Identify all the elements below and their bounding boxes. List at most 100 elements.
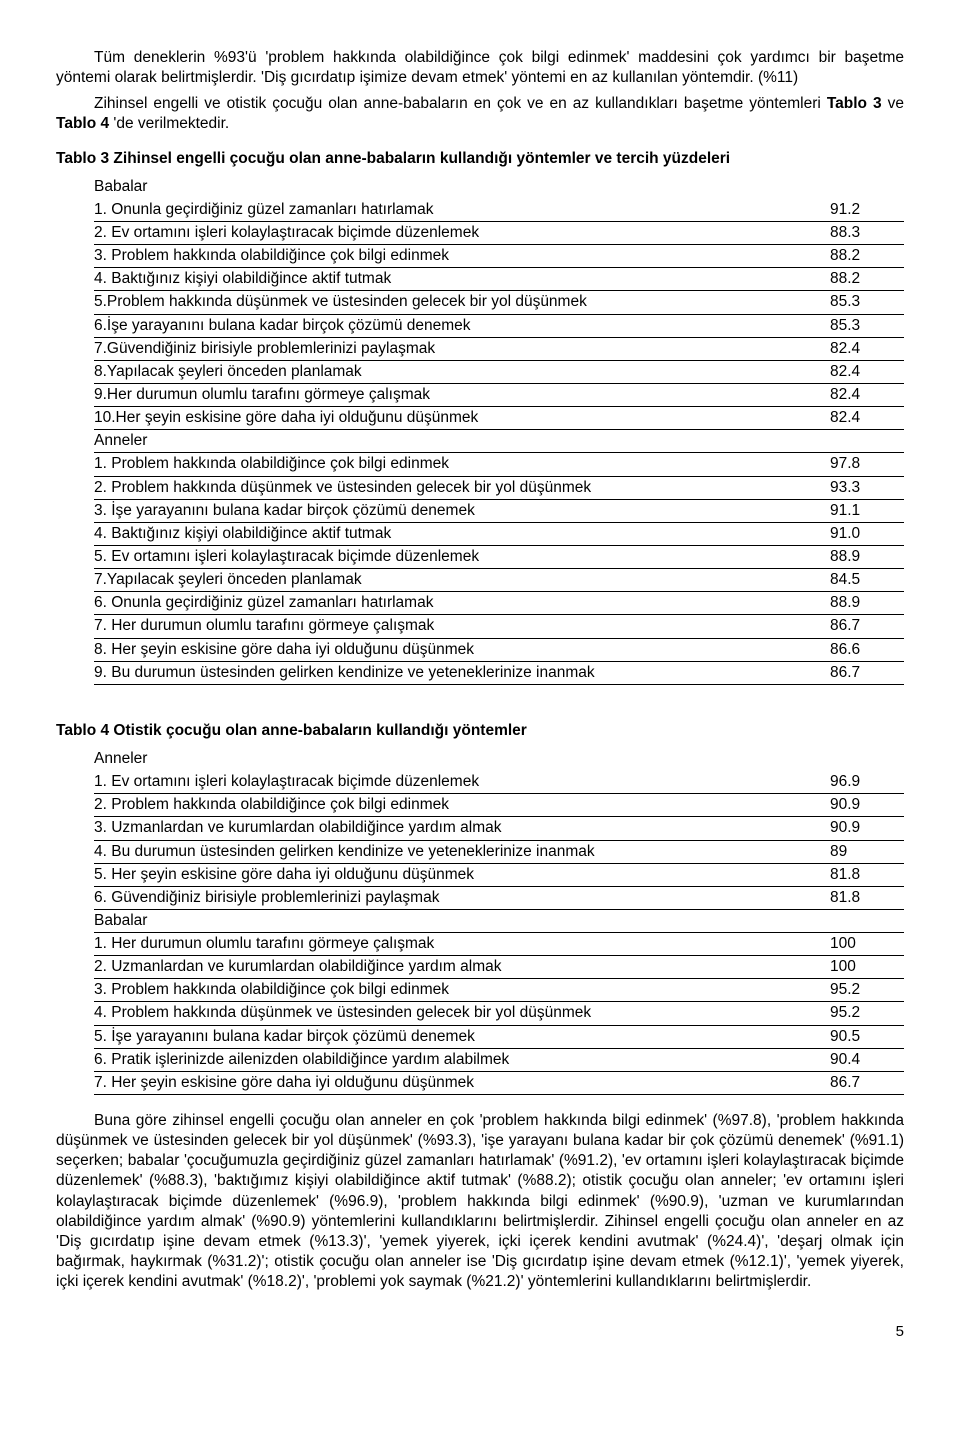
group-header-row: Babalar [94,909,904,932]
row-label: 9.Her durumun olumlu tarafını görmeye ça… [94,383,830,406]
table-row: 1. Ev ortamını işleri kolaylaştıracak bi… [94,771,904,794]
row-value: 100 [830,956,904,979]
table-row: 3. İşe yarayanını bulana kadar birçok çö… [94,499,904,522]
row-value: 84.5 [830,569,904,592]
row-label: 4. Bu durumun üstesinden gelirken kendin… [94,840,830,863]
table-row: 5. Ev ortamını işleri kolaylaştıracak bi… [94,545,904,568]
row-value: 96.9 [830,771,904,794]
row-label: 2. Uzmanlardan ve kurumlardan olabildiği… [94,956,830,979]
intro-p2-mid: ve [882,95,904,112]
table3-group1-label: Babalar [94,177,904,197]
table-row: 9. Bu durumun üstesinden gelirken kendin… [94,661,904,684]
row-label: 2. Problem hakkında düşünmek ve üstesind… [94,476,830,499]
row-label: 5. İşe yarayanını bulana kadar birçok çö… [94,1025,830,1048]
row-label: 6. Pratik işlerinizde ailenizden olabild… [94,1048,830,1071]
table-row: 1. Onunla geçirdiğiniz güzel zamanları h… [94,199,904,222]
row-label: 1. Her durumun olumlu tarafını görmeye ç… [94,933,830,956]
table-row: 7. Her durumun olumlu tarafını görmeye ç… [94,615,904,638]
table3-title: Tablo 3 Zihinsel engelli çocuğu olan ann… [56,149,904,169]
row-label: 6. Güvendiğiniz birisiyle problemleriniz… [94,886,830,909]
table-row: 10.Her şeyin eskisine göre daha iyi oldu… [94,407,904,430]
table-row: 9.Her durumun olumlu tarafını görmeye ça… [94,383,904,406]
conclusion-paragraph: Buna göre zihinsel engelli çocuğu olan a… [56,1111,904,1292]
row-label: 3. İşe yarayanını bulana kadar birçok çö… [94,499,830,522]
intro-paragraph-2: Zihinsel engelli ve otistik çocuğu olan … [56,94,904,134]
table-row: 2. Ev ortamını işleri kolaylaştıracak bi… [94,221,904,244]
row-value: 82.4 [830,383,904,406]
row-label: 7.Güvendiğiniz birisiyle problemlerinizi… [94,337,830,360]
table-row: 1. Her durumun olumlu tarafını görmeye ç… [94,933,904,956]
table-row: 7. Her şeyin eskisine göre daha iyi oldu… [94,1071,904,1094]
row-value: 86.7 [830,1071,904,1094]
row-label: 3. Uzmanlardan ve kurumlardan olabildiği… [94,817,830,840]
row-label: 5. Ev ortamını işleri kolaylaştıracak bi… [94,545,830,568]
row-label: 7. Her durumun olumlu tarafını görmeye ç… [94,615,830,638]
row-value: 89 [830,840,904,863]
table-row: 2. Problem hakkında olabildiğince çok bi… [94,794,904,817]
row-value: 86.7 [830,661,904,684]
row-value: 95.2 [830,979,904,1002]
row-value: 88.2 [830,268,904,291]
table4-group1-label: Anneler [94,749,904,769]
table-row: 2. Uzmanlardan ve kurumlardan olabildiği… [94,956,904,979]
intro-p2-b2: Tablo 4 [56,115,109,132]
table4-title: Tablo 4 Otistik çocuğu olan anne-babalar… [56,721,904,741]
table-row: 6. Güvendiğiniz birisiyle problemleriniz… [94,886,904,909]
table-row: 6. Onunla geçirdiğiniz güzel zamanları h… [94,592,904,615]
table-row: 6. Pratik işlerinizde ailenizden olabild… [94,1048,904,1071]
row-label: 6.İşe yarayanını bulana kadar birçok çöz… [94,314,830,337]
row-label: 5.Problem hakkında düşünmek ve üstesinde… [94,291,830,314]
table-row: 1. Problem hakkında olabildiğince çok bi… [94,453,904,476]
row-value: 85.3 [830,291,904,314]
table-row: 7.Güvendiğiniz birisiyle problemlerinizi… [94,337,904,360]
table-row: 7.Yapılacak şeyleri önceden planlamak84.… [94,569,904,592]
row-label: 2. Ev ortamını işleri kolaylaştıracak bi… [94,221,830,244]
row-value: 82.4 [830,337,904,360]
page-number: 5 [56,1322,904,1342]
table-row: 5.Problem hakkında düşünmek ve üstesinde… [94,291,904,314]
row-value: 91.1 [830,499,904,522]
intro-p2-post: 'de verilmektedir. [109,115,229,132]
row-value: 85.3 [830,314,904,337]
group-header-row: Anneler [94,430,904,453]
row-label: 8. Her şeyin eskisine göre daha iyi oldu… [94,638,830,661]
row-label: 3. Problem hakkında olabildiğince çok bi… [94,979,830,1002]
row-value: 81.8 [830,863,904,886]
table-row: 4. Baktığınız kişiyi olabildiğince aktif… [94,268,904,291]
intro-p2-pre: Zihinsel engelli ve otistik çocuğu olan … [94,95,827,112]
row-value: 93.3 [830,476,904,499]
row-label: 2. Problem hakkında olabildiğince çok bi… [94,794,830,817]
row-value: 90.9 [830,794,904,817]
row-label: 1. Onunla geçirdiğiniz güzel zamanları h… [94,199,830,222]
table-row: 6.İşe yarayanını bulana kadar birçok çöz… [94,314,904,337]
row-value: 100 [830,933,904,956]
row-label: 10.Her şeyin eskisine göre daha iyi oldu… [94,407,830,430]
row-value: 95.2 [830,1002,904,1025]
row-value: 82.4 [830,407,904,430]
row-label: 7. Her şeyin eskisine göre daha iyi oldu… [94,1071,830,1094]
row-value: 82.4 [830,360,904,383]
intro-p2-b1: Tablo 3 [827,95,882,112]
row-value: 91.2 [830,199,904,222]
table-row: 8.Yapılacak şeyleri önceden planlamak82.… [94,360,904,383]
row-value: 91.0 [830,522,904,545]
row-label: 7.Yapılacak şeyleri önceden planlamak [94,569,830,592]
table-row: 5. Her şeyin eskisine göre daha iyi oldu… [94,863,904,886]
row-value: 88.3 [830,221,904,244]
table-row: 3. Problem hakkında olabildiğince çok bi… [94,979,904,1002]
table-row: 3. Uzmanlardan ve kurumlardan olabildiği… [94,817,904,840]
row-label: 1. Ev ortamını işleri kolaylaştıracak bi… [94,771,830,794]
row-value: 86.7 [830,615,904,638]
row-value: 97.8 [830,453,904,476]
row-label: 6. Onunla geçirdiğiniz güzel zamanları h… [94,592,830,615]
row-label: 3. Problem hakkında olabildiğince çok bi… [94,245,830,268]
row-label: 1. Problem hakkında olabildiğince çok bi… [94,453,830,476]
group-header-label: Anneler [94,430,904,453]
table-row: 3. Problem hakkında olabildiğince çok bi… [94,245,904,268]
group-header-label: Babalar [94,909,904,932]
table-row: 5. İşe yarayanını bulana kadar birçok çö… [94,1025,904,1048]
row-value: 88.2 [830,245,904,268]
table-row: 4. Problem hakkında düşünmek ve üstesind… [94,1002,904,1025]
row-label: 8.Yapılacak şeyleri önceden planlamak [94,360,830,383]
table-row: 4. Baktığınız kişiyi olabildiğince aktif… [94,522,904,545]
